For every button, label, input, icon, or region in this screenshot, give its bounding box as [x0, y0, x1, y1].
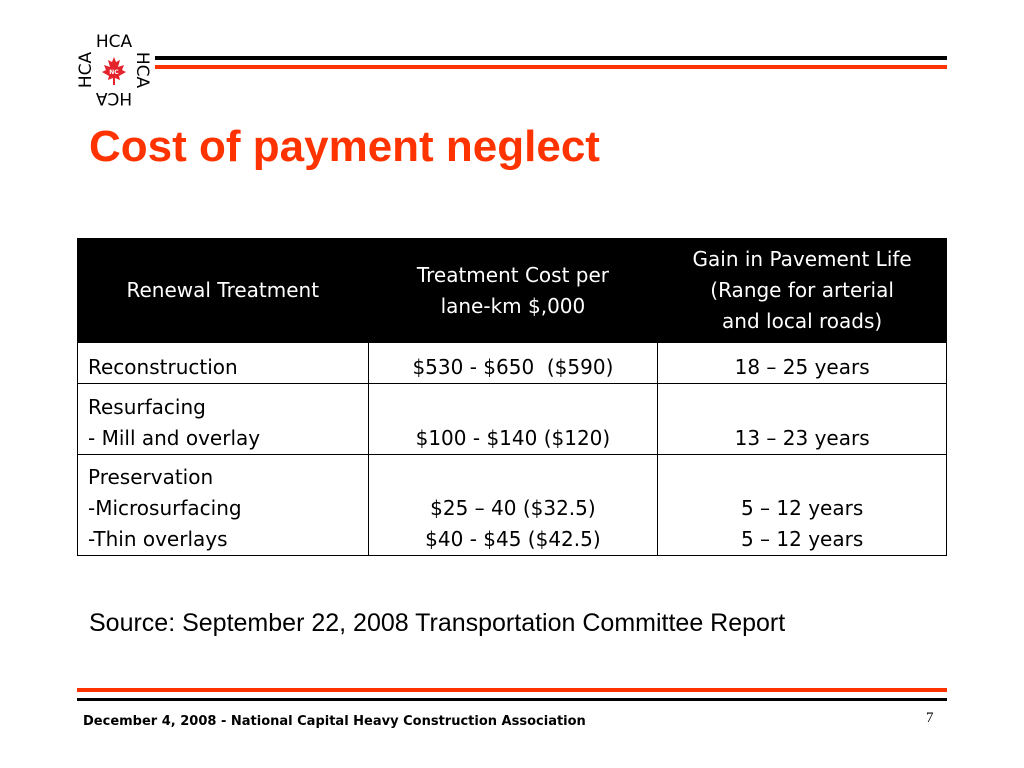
cost-cell: $530 - $650 ($590) — [367, 342, 659, 384]
cell-line: $40 - $45 ($42.5) — [425, 527, 601, 551]
gain-cell: 5 – 12 years 5 – 12 years — [657, 454, 947, 556]
source-note: Source: September 22, 2008 Transportatio… — [89, 609, 786, 637]
header-rule-black — [155, 56, 947, 60]
cell-line: - Mill and overlay — [88, 426, 261, 450]
footer-rule-orange — [77, 688, 947, 692]
table-row: Preservation -Microsurfacing -Thin overl… — [77, 454, 947, 556]
cell-line: $530 - $650 ($590) — [412, 355, 614, 379]
treatment-cell: Preservation -Microsurfacing -Thin overl… — [77, 454, 369, 556]
header-line: and local roads) — [722, 309, 883, 333]
header-line: (Range for arterial — [710, 278, 894, 302]
svg-text:HCA: HCA — [132, 52, 152, 89]
table-row: Resurfacing - Mill and overlay $100 - $1… — [77, 383, 947, 455]
maple-leaf-icon: NC — [102, 57, 126, 85]
cell-line: $25 – 40 ($32.5) — [430, 496, 596, 520]
cell-line: Reconstruction — [88, 355, 238, 379]
footer-text: December 4, 2008 - National Capital Heav… — [83, 714, 586, 729]
svg-text:HCA: HCA — [95, 88, 132, 108]
cell-line: -Microsurfacing — [88, 496, 242, 520]
column-header-pavement-life: Gain in Pavement Life (Range for arteria… — [657, 238, 947, 343]
column-header-treatment-cost: Treatment Cost per lane-km $,000 — [367, 238, 659, 343]
header-rule-orange — [155, 65, 947, 69]
svg-text:HCA: HCA — [76, 51, 96, 88]
page-number: 7 — [926, 710, 934, 726]
table-row: Reconstruction $530 - $650 ($590) 18 – 2… — [77, 342, 947, 384]
gain-cell: 18 – 25 years — [657, 342, 947, 384]
header-line: Gain in Pavement Life — [692, 247, 912, 271]
slide-title: Cost of payment neglect — [89, 122, 600, 171]
hca-logo: HCA HCA HCA HCA NC — [76, 32, 152, 108]
header-line: Renewal Treatment — [126, 278, 320, 302]
cell-line: Resurfacing — [88, 395, 206, 419]
svg-text:HCA: HCA — [96, 32, 133, 52]
cost-cell: $100 - $140 ($120) — [367, 383, 659, 455]
gain-cell: 13 – 23 years — [657, 383, 947, 455]
cell-line: 5 – 12 years — [740, 496, 864, 520]
header-line: lane-km $,000 — [440, 293, 586, 318]
header-line: Treatment Cost per — [416, 262, 609, 287]
cost-table: Renewal Treatment Treatment Cost per lan… — [77, 238, 947, 556]
cell-line: $100 - $140 ($120) — [415, 426, 611, 450]
cell-line: 5 – 12 years — [740, 527, 864, 551]
cell-line: 13 – 23 years — [734, 426, 870, 450]
svg-text:NC: NC — [109, 69, 119, 76]
treatment-cell: Resurfacing - Mill and overlay — [77, 383, 369, 455]
treatment-cell: Reconstruction — [77, 342, 369, 384]
cell-line: -Thin overlays — [88, 527, 228, 551]
cost-cell: $25 – 40 ($32.5) $40 - $45 ($42.5) — [367, 454, 659, 556]
column-header-renewal-treatment: Renewal Treatment — [77, 238, 369, 343]
footer-rule-black — [77, 698, 947, 701]
table-header-row: Renewal Treatment Treatment Cost per lan… — [77, 238, 947, 343]
cell-line: Preservation — [88, 465, 214, 489]
cell-line: 18 – 25 years — [734, 355, 870, 379]
